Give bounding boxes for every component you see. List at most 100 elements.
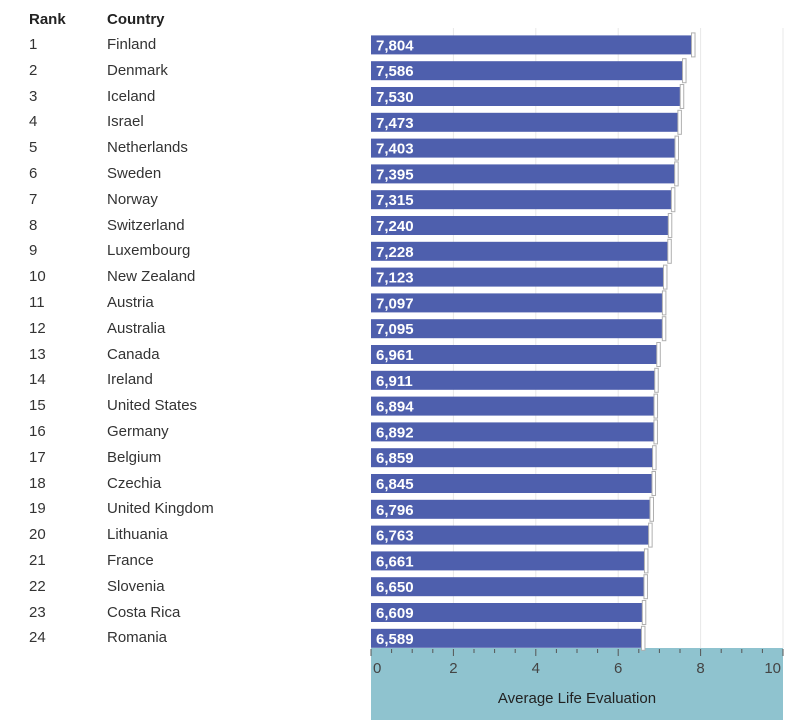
bar-end-marker (691, 32, 696, 58)
x-axis-band (371, 648, 783, 720)
bar (371, 112, 679, 132)
rank-cell: 21 (29, 551, 46, 569)
bar-end-marker (679, 84, 685, 109)
bar (371, 474, 654, 493)
country-cell: Switzerland (107, 216, 185, 234)
rank-cell: 7 (29, 190, 38, 208)
bar (371, 164, 676, 184)
bar-value-label: 7,097 (376, 295, 414, 312)
bar (371, 577, 645, 597)
country-column-header: Country (107, 11, 165, 28)
bar (371, 603, 644, 622)
country-cell: Norway (107, 190, 158, 208)
country-cell: France (107, 551, 154, 569)
bar-value-label: 7,240 (376, 218, 414, 235)
bar (371, 241, 669, 261)
country-cell: Australia (107, 319, 166, 337)
bar (371, 396, 656, 416)
bar-value-label: 6,661 (376, 553, 414, 570)
x-tick-label: 8 (696, 660, 704, 677)
bar-value-label: 6,892 (376, 424, 414, 441)
bar-value-label: 7,123 (376, 270, 414, 287)
country-cell: Finland (107, 35, 157, 53)
x-tick-label: 0 (373, 660, 381, 677)
x-axis-title: Average Life Evaluation (497, 690, 657, 707)
bar-value-label: 6,796 (376, 502, 414, 519)
country-cell: Israel (107, 113, 144, 131)
bar-end-marker (654, 367, 659, 393)
rank-cell: 15 (29, 397, 46, 415)
bar-end-marker (651, 471, 657, 496)
bar (371, 293, 664, 313)
rank-cell: 17 (29, 448, 46, 466)
bar-value-label: 7,315 (376, 192, 414, 209)
rank-cell: 16 (29, 422, 46, 440)
bar (371, 216, 670, 235)
bar (371, 499, 651, 519)
bar-end-marker (656, 342, 661, 367)
bar (371, 319, 664, 339)
country-cell: Ireland (107, 371, 153, 389)
rank-cell: 12 (29, 319, 46, 337)
bar-value-label: 6,911 (376, 373, 413, 390)
rank-cell: 14 (29, 371, 46, 389)
country-cell: Luxembourg (107, 242, 191, 260)
bar-end-marker (667, 213, 673, 238)
rank-cell: 9 (29, 242, 38, 260)
rank-cell: 6 (29, 164, 38, 182)
bar (371, 87, 682, 106)
bar-end-marker (682, 58, 687, 84)
country-cell: Belgium (107, 448, 162, 466)
bar-value-label: 7,228 (376, 244, 414, 261)
bar (371, 267, 665, 287)
bar-value-label: 7,403 (376, 141, 414, 158)
bar-end-marker (670, 187, 676, 213)
rank-cell: 5 (29, 139, 38, 157)
rank-cell: 10 (29, 268, 46, 286)
bar-end-marker (674, 135, 680, 161)
bar-value-label: 7,473 (376, 115, 414, 132)
bar-end-marker (653, 393, 659, 419)
bar-end-marker (661, 316, 667, 342)
country-cell: Sweden (107, 164, 162, 182)
rank-cell: 2 (29, 61, 38, 79)
country-cell: United States (107, 397, 198, 415)
rank-cell: 23 (29, 603, 46, 621)
bar-end-marker (652, 445, 657, 471)
country-cell: Iceland (107, 87, 156, 105)
bar (371, 345, 658, 364)
bar (371, 35, 693, 55)
bar (371, 190, 673, 210)
bar (371, 448, 654, 468)
country-cell: Austria (107, 293, 154, 311)
bar-value-label: 6,650 (376, 579, 414, 596)
country-cell: Romania (107, 629, 168, 647)
rank-cell: 13 (29, 345, 46, 363)
rank-cell: 22 (29, 577, 46, 595)
bar-end-marker (661, 290, 667, 316)
bar-end-marker (667, 238, 672, 264)
bar-value-label: 6,763 (376, 528, 414, 545)
bar-value-label: 7,095 (376, 321, 414, 338)
bar-value-label: 7,530 (376, 89, 414, 106)
bar-value-label: 6,859 (376, 450, 414, 467)
bar (371, 551, 646, 571)
bar-end-marker (640, 625, 646, 651)
bar-end-marker (649, 496, 654, 522)
bar-end-marker (643, 574, 648, 600)
x-tick-label: 2 (449, 660, 457, 677)
x-tick-label: 10 (764, 660, 781, 677)
bar (371, 370, 656, 390)
rank-cell: 19 (29, 500, 46, 518)
bar-value-label: 7,395 (376, 166, 414, 183)
country-cell: Lithuania (107, 526, 168, 544)
bar (371, 138, 677, 158)
bar (371, 422, 655, 442)
rank-cell: 11 (29, 293, 45, 311)
rank-cell: 4 (29, 113, 38, 131)
country-cell: Czechia (107, 474, 162, 492)
bar-value-label: 6,961 (376, 347, 414, 364)
bar-value-label: 6,845 (376, 476, 414, 493)
country-cell: Germany (107, 422, 169, 440)
